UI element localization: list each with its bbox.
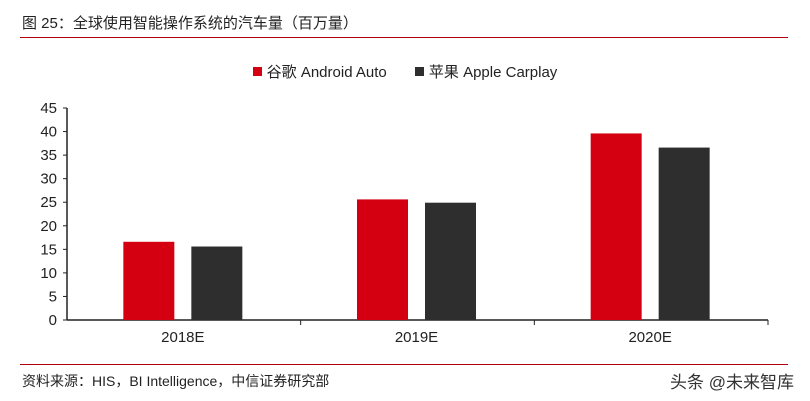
- y-tick-label: 20: [40, 218, 57, 235]
- top-rule: [20, 37, 788, 38]
- legend-label: 谷歌 Android Auto: [266, 64, 387, 81]
- y-tick-label: 40: [40, 124, 57, 141]
- y-tick-label: 35: [40, 147, 57, 164]
- bar-chart: 0 5 10 15 20 25 30 35 40 45 2018E 2019E 2020E: [40, 100, 769, 346]
- bar-android-auto: [123, 241, 175, 320]
- bar-apple-carplay: [658, 147, 710, 320]
- y-tick-label: 25: [40, 194, 57, 211]
- legend-label: 苹果 Apple Carplay: [428, 64, 558, 81]
- legend-item-android: 谷歌 Android Auto: [252, 61, 387, 82]
- source-note: 资料来源：HIS，BI Intelligence，中信证券研究部: [22, 373, 330, 389]
- figure-title: 图 25：全球使用智能操作系统的汽车量（百万量）: [22, 15, 358, 32]
- x-tick-label: 2020E: [628, 329, 671, 346]
- x-tick-label: 2018E: [161, 329, 204, 346]
- y-tick-label: 0: [49, 312, 57, 329]
- bar-apple-carplay: [425, 202, 476, 320]
- legend-swatch: [252, 67, 262, 76]
- y-tick-label: 30: [40, 171, 57, 188]
- legend-swatch: [414, 67, 424, 76]
- bar-apple-carplay: [191, 246, 243, 320]
- legend-item-carplay: 苹果 Apple Carplay: [414, 61, 558, 82]
- y-tick-label: 5: [49, 288, 57, 305]
- y-tick-label: 45: [40, 100, 57, 117]
- y-tick-label: 10: [40, 265, 57, 282]
- bar-android-auto: [590, 133, 642, 320]
- bar-android-auto: [357, 199, 408, 320]
- y-tick-label: 15: [40, 241, 57, 258]
- bottom-rule: [20, 364, 788, 365]
- watermark: 头条 @未来智库: [670, 373, 794, 392]
- x-tick-label: 2019E: [395, 329, 438, 346]
- legend: 谷歌 Android Auto 苹果 Apple Carplay: [0, 61, 810, 82]
